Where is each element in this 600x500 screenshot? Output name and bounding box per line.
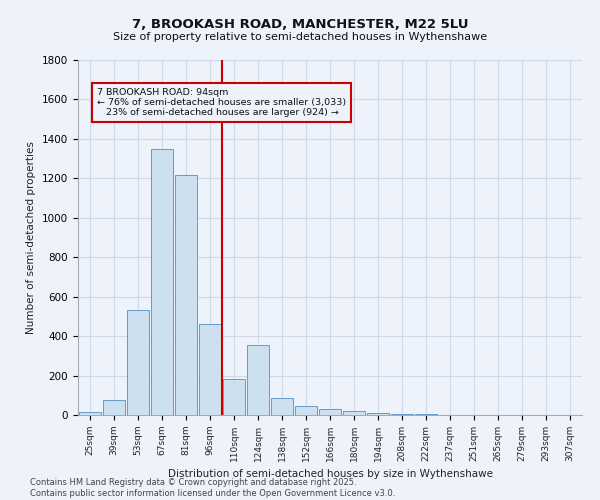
Y-axis label: Number of semi-detached properties: Number of semi-detached properties [26,141,37,334]
Text: Contains HM Land Registry data © Crown copyright and database right 2025.
Contai: Contains HM Land Registry data © Crown c… [30,478,395,498]
Bar [295,406,317,415]
Text: 7 BROOKASH ROAD: 94sqm
← 76% of semi-detached houses are smaller (3,033)
   23% : 7 BROOKASH ROAD: 94sqm ← 76% of semi-det… [97,88,346,118]
Bar [391,414,413,415]
Bar [103,400,125,415]
Bar [271,398,293,415]
Bar [199,324,221,415]
Bar [247,345,269,415]
Text: Size of property relative to semi-detached houses in Wythenshawe: Size of property relative to semi-detach… [113,32,487,42]
Text: 7, BROOKASH ROAD, MANCHESTER, M22 5LU: 7, BROOKASH ROAD, MANCHESTER, M22 5LU [132,18,468,30]
Bar [343,411,365,415]
Bar [151,149,173,415]
Bar [415,414,437,415]
X-axis label: Distribution of semi-detached houses by size in Wythenshawe: Distribution of semi-detached houses by … [167,470,493,480]
Bar [79,412,101,415]
Bar [223,378,245,415]
Bar [127,310,149,415]
Bar [319,409,341,415]
Bar [367,413,389,415]
Bar [175,176,197,415]
